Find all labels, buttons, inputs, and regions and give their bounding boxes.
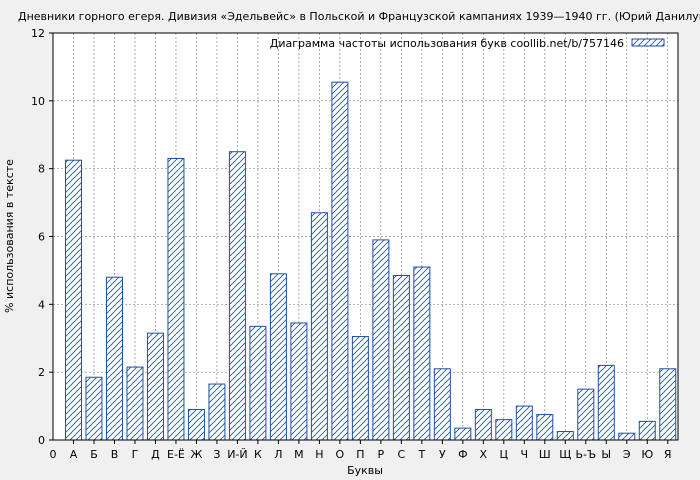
legend: Диаграмма частоты использования букв coo… bbox=[270, 37, 665, 50]
bar-Ш bbox=[536, 414, 554, 440]
x-tick-label: Ш bbox=[539, 448, 551, 461]
bar-О bbox=[331, 81, 349, 440]
bar-Ж bbox=[187, 408, 205, 440]
y-tick-label: 12 bbox=[31, 27, 45, 40]
legend-swatch bbox=[631, 38, 665, 47]
bar-П bbox=[351, 336, 369, 440]
x-tick-label: З bbox=[213, 448, 220, 461]
y-tick-label: 2 bbox=[38, 366, 45, 379]
bar-Р bbox=[372, 239, 390, 440]
x-tick-label: И-Й bbox=[227, 448, 247, 461]
bar-Д bbox=[146, 332, 164, 440]
bar-Э bbox=[618, 432, 636, 440]
bar-Ф bbox=[454, 427, 472, 440]
x-tick-label: Щ bbox=[559, 448, 571, 461]
bar-Ы bbox=[597, 364, 615, 440]
x-tick-label: Г bbox=[132, 448, 139, 461]
legend-entry: Диаграмма частоты использования букв coo… bbox=[270, 37, 624, 50]
bar-К bbox=[249, 325, 267, 440]
bar-Щ bbox=[556, 431, 574, 440]
bar-Т bbox=[413, 266, 431, 440]
y-axis-ticks: 0 2 4 6 8 10 12 bbox=[31, 27, 53, 447]
y-tick-label: 8 bbox=[38, 163, 45, 176]
y-tick-label: 0 bbox=[38, 434, 45, 447]
x-tick-label: Ь-Ъ bbox=[575, 448, 596, 461]
x-tick-label: М bbox=[294, 448, 304, 461]
x-tick-label: С bbox=[398, 448, 406, 461]
bar-Б bbox=[85, 376, 103, 440]
x-axis-ticks: 0 А Б В Г Д Е-Ё Ж З И-Й К Л М Н О П Р С Т У Ф Х Ц Ч Ш Щ Ь-Ъ Ы Э Ю Я bbox=[50, 440, 672, 461]
bar-Х bbox=[474, 408, 492, 440]
x-tick-label: Х bbox=[480, 448, 488, 461]
x-tick-label: Я bbox=[664, 448, 672, 461]
x-origin-label: 0 bbox=[50, 448, 57, 461]
bar-Е-Ё bbox=[167, 157, 185, 440]
x-tick-label: Д bbox=[151, 448, 160, 461]
x-tick-label: Ф bbox=[458, 448, 467, 461]
bar-Л bbox=[269, 273, 287, 440]
x-tick-label: П bbox=[356, 448, 364, 461]
x-tick-label: Ц bbox=[500, 448, 509, 461]
bar-В bbox=[105, 276, 123, 440]
bar-Ц bbox=[495, 419, 513, 440]
bar-С bbox=[392, 275, 410, 440]
bar-Ч bbox=[515, 405, 533, 440]
y-axis-title: % использования в тексте bbox=[3, 159, 16, 313]
bar-И-Й bbox=[228, 151, 246, 440]
x-tick-label: Т bbox=[417, 448, 425, 461]
x-tick-label: Е-Ё bbox=[167, 448, 185, 461]
x-tick-label: Ю bbox=[641, 448, 653, 461]
x-tick-label: Л bbox=[274, 448, 282, 461]
x-tick-label: Ч bbox=[521, 448, 529, 461]
bar-Г bbox=[126, 366, 144, 440]
bar-А bbox=[64, 159, 82, 440]
bar-З bbox=[208, 383, 226, 440]
x-axis-title: Буквы bbox=[347, 464, 383, 477]
x-tick-label: А bbox=[70, 448, 78, 461]
x-tick-label: Н bbox=[315, 448, 323, 461]
x-tick-label: Ж bbox=[191, 448, 203, 461]
chart-title: Дневники горного егеря. Дивизия «Эдельве… bbox=[18, 10, 700, 23]
x-tick-label: К bbox=[254, 448, 262, 461]
bar-М bbox=[290, 322, 308, 440]
y-tick-label: 10 bbox=[31, 95, 45, 108]
y-tick-label: 4 bbox=[38, 298, 45, 311]
x-tick-label: Б bbox=[90, 448, 98, 461]
bar-Я bbox=[659, 368, 677, 440]
x-tick-label: Ы bbox=[601, 448, 611, 461]
bar-У bbox=[433, 368, 451, 440]
x-tick-label: В bbox=[111, 448, 119, 461]
x-tick-label: О bbox=[336, 448, 345, 461]
bar-Ю bbox=[638, 420, 656, 440]
x-tick-label: Р bbox=[378, 448, 385, 461]
bar-Н bbox=[310, 212, 328, 440]
x-tick-label: Э bbox=[623, 448, 631, 461]
bars bbox=[64, 81, 677, 440]
x-tick-label: У bbox=[439, 448, 446, 461]
bar-Ь-Ъ bbox=[577, 388, 595, 440]
y-tick-label: 6 bbox=[38, 231, 45, 244]
